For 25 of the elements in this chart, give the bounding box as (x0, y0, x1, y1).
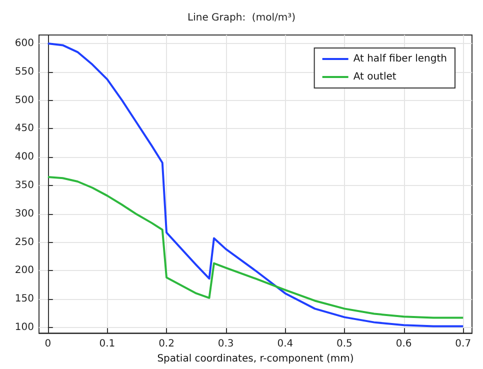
y-tick-label: 350 (14, 180, 34, 191)
x-tick-label: 0.6 (396, 338, 412, 350)
legend-label: At half fiber length (353, 54, 447, 64)
y-tick-label: 400 (14, 152, 34, 163)
x-tick-label: 0.4 (277, 338, 294, 350)
line-series (46, 42, 464, 328)
legend-label: At outlet (353, 72, 396, 82)
x-tick-label: 0.1 (99, 338, 116, 350)
x-tick-label: 0 (44, 338, 52, 350)
y-tick-label: 600 (14, 38, 34, 50)
y-tick-label: 450 (14, 123, 34, 134)
x-tick-label: 0.7 (455, 338, 472, 350)
y-tick-label: 550 (14, 66, 34, 78)
chart-title: Line Graph: (mol/m³) (188, 12, 296, 24)
line-series (46, 176, 464, 319)
x-axis-title: Spatial coordinates, r-component (mm) (157, 354, 354, 364)
y-tick-label: 500 (14, 94, 34, 106)
x-tick-label: 0.3 (218, 338, 234, 350)
x-tick-label: 0.5 (336, 338, 352, 350)
y-tick-label: 200 (14, 265, 34, 276)
y-tick-label: 100 (14, 322, 34, 333)
y-tick-label: 250 (14, 236, 34, 248)
y-tick-label: 300 (14, 208, 34, 220)
x-tick-label: 0.2 (158, 338, 174, 350)
y-tick-label: 150 (14, 294, 34, 305)
